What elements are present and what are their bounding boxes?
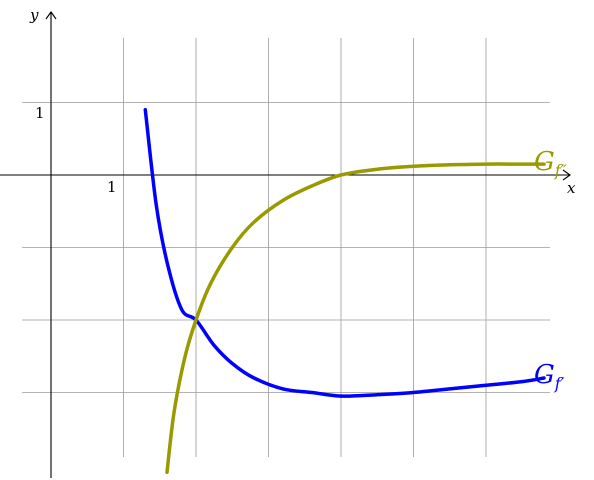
curves: [143, 108, 546, 475]
x-tick-label-1: 1: [107, 178, 117, 196]
x-axis-label: x: [567, 179, 576, 197]
y-axis-arrow: [45, 11, 57, 20]
x-axis-arrow: [562, 169, 571, 181]
y-tick-label-1: 1: [35, 104, 45, 122]
series-label-f-double-prime-sub: f″: [554, 161, 567, 180]
grid: [22, 38, 550, 457]
series-labels: Gf′ Gf″: [534, 147, 567, 393]
series-label-f-prime-sub: f′: [554, 374, 565, 393]
axes: x y 1 1: [0, 6, 576, 478]
series-label-f-prime: Gf′: [534, 360, 565, 393]
series-line-f-double-prime: [165, 162, 546, 475]
series-label-f-prime-main: G: [534, 360, 555, 390]
y-axis-label: y: [29, 6, 39, 24]
series-line-f-prime: [143, 108, 546, 398]
series-label-f-double-prime-main: G: [534, 147, 555, 177]
series-label-f-double-prime: Gf″: [534, 147, 567, 180]
